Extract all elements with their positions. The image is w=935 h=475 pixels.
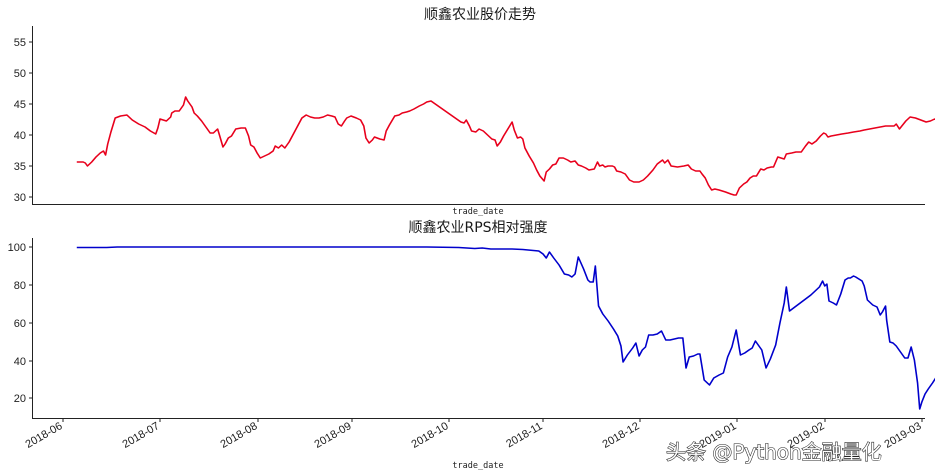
watermark: 头条 @Python金融量化 [666, 440, 882, 464]
price-ytick-40: 40 [14, 130, 26, 142]
xtick-2018-10: 2018-10 [410, 420, 451, 451]
price-ytick-55: 55 [14, 37, 26, 49]
rps-ytick-20: 20 [14, 393, 26, 405]
price-y-ticks: 55 50 45 40 35 30 [14, 37, 32, 204]
rps-ytick-100: 100 [8, 242, 26, 254]
price-ytick-30: 30 [14, 192, 26, 204]
rps-ytick-40: 40 [14, 356, 26, 368]
price-ytick-35: 35 [14, 161, 26, 173]
xtick-2018-09: 2018-09 [313, 420, 354, 451]
price-x-axis-label: trade_date [452, 207, 503, 217]
price-chart-title: 顺鑫农业股价走势 [424, 6, 536, 23]
rps-y-ticks: 100 80 60 40 20 [8, 242, 32, 405]
price-ytick-50: 50 [14, 68, 26, 80]
xtick-2018-08: 2018-08 [219, 420, 260, 451]
xtick-2018-06: 2018-06 [24, 420, 65, 451]
price-ytick-45: 45 [14, 99, 26, 111]
xtick-2019-03: 2019-03 [883, 420, 924, 451]
rps-chart-title: 顺鑫农业RPS相对强度 [408, 219, 547, 236]
xtick-2018-12: 2018-12 [601, 420, 642, 451]
rps-line [76, 246, 935, 410]
price-line [76, 96, 935, 196]
xtick-2018-11: 2018-11 [504, 420, 544, 450]
rps-ytick-80: 80 [14, 280, 26, 292]
xtick-2018-07: 2018-07 [121, 420, 162, 451]
rps-ytick-60: 60 [14, 318, 26, 330]
rps-x-axis-label: trade_date [452, 461, 503, 471]
price-chart: 顺鑫农业股价走势 55 50 45 40 35 30 [14, 6, 935, 205]
rps-chart: trade_date 顺鑫农业RPS相对强度 100 80 60 40 20 [8, 207, 935, 471]
